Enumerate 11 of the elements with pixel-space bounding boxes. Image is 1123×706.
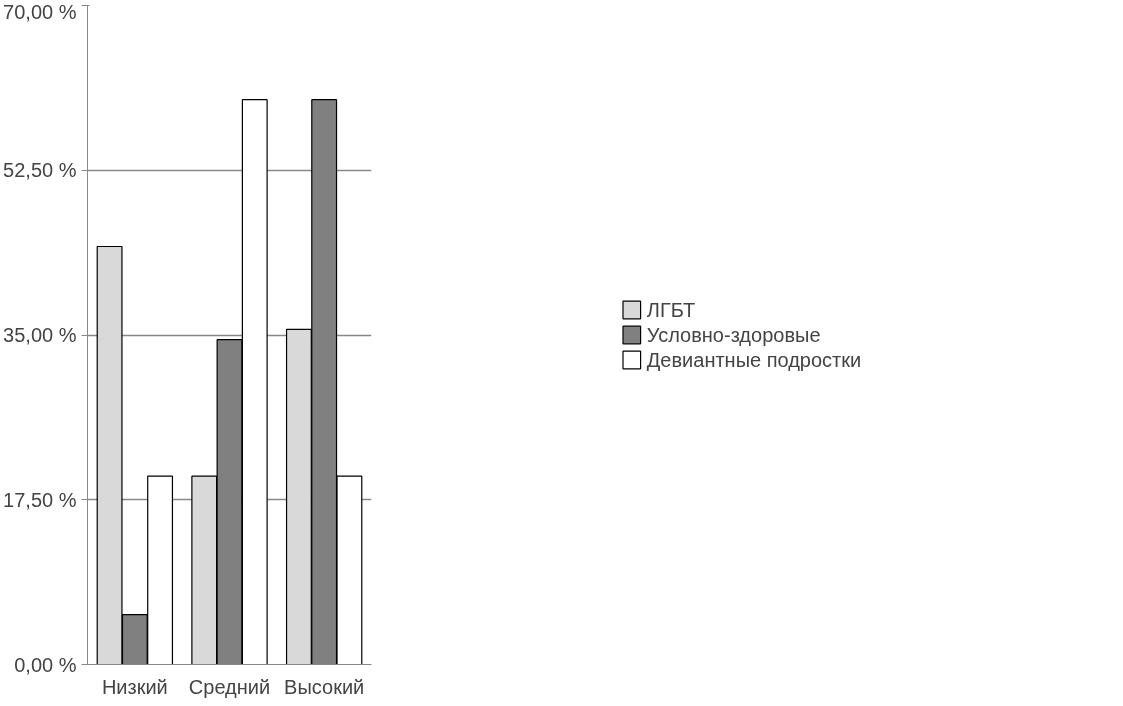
x-tick-label: Средний [188, 675, 271, 698]
y-tick-label: 35,00 % [3, 324, 77, 346]
legend-label: Девиантные подростки [646, 348, 862, 371]
y-tick-label: 0,00 % [14, 653, 77, 676]
x-tick-label: Высокий [284, 675, 365, 698]
x-tick-label: Низкий [101, 675, 168, 698]
legend-label: ЛГБТ [646, 298, 696, 321]
y-tick-label: 70,00 % [3, 0, 77, 23]
y-tick-label: 52,50 % [3, 159, 77, 182]
y-tick-label: 17,50 % [3, 488, 77, 511]
legend-label: Условно-здоровые [646, 323, 821, 346]
